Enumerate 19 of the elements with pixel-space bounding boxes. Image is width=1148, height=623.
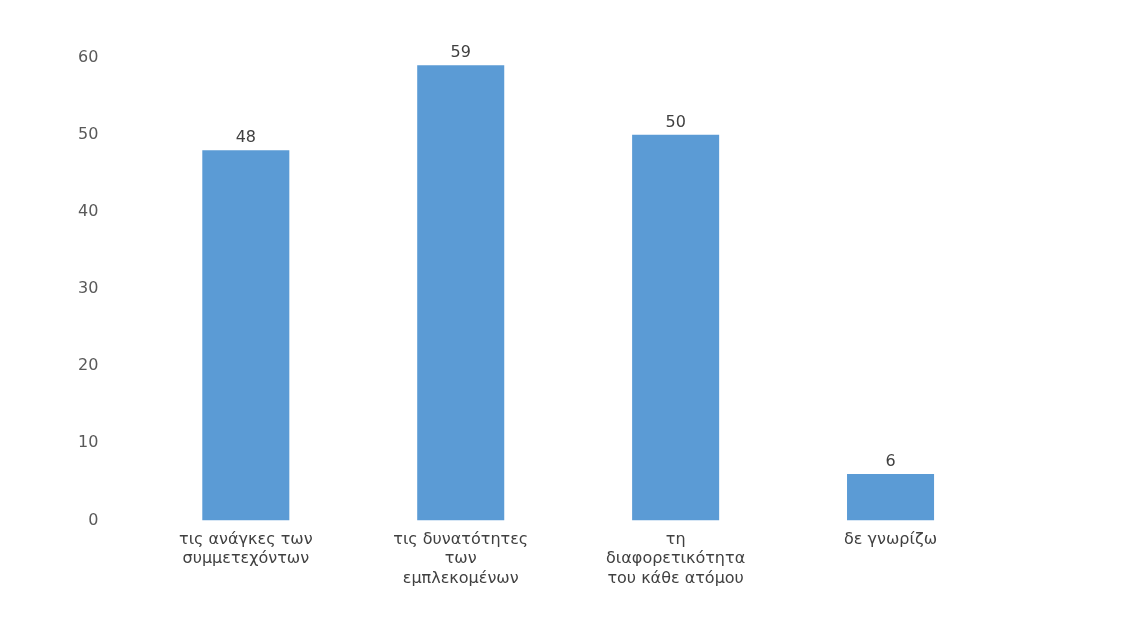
bar [847, 474, 935, 521]
x-tick-label: τις δυνατότητες των εμπλεκομένων [393, 529, 529, 587]
x-tick-label: δε γνωρίζω [844, 529, 938, 549]
data-label: 48 [235, 127, 256, 147]
data-label: 50 [665, 111, 686, 131]
bar [632, 134, 720, 521]
y-tick-label: 40 [78, 201, 99, 221]
y-tick-label: 30 [78, 278, 99, 298]
data-label: 6 [885, 451, 896, 471]
y-tick-label: 20 [78, 355, 99, 375]
bar [417, 65, 505, 521]
bar [202, 150, 290, 521]
data-label: 59 [450, 42, 471, 62]
x-tick-label: τη διαφορετικότητα του κάθε ατόμου [606, 529, 746, 587]
x-tick-label: τις ανάγκες των συμμετεχόντων [179, 529, 313, 568]
y-tick-label: 60 [78, 46, 99, 66]
y-tick-label: 0 [88, 509, 99, 529]
y-tick-label: 50 [78, 123, 99, 143]
y-tick-label: 10 [78, 432, 99, 452]
